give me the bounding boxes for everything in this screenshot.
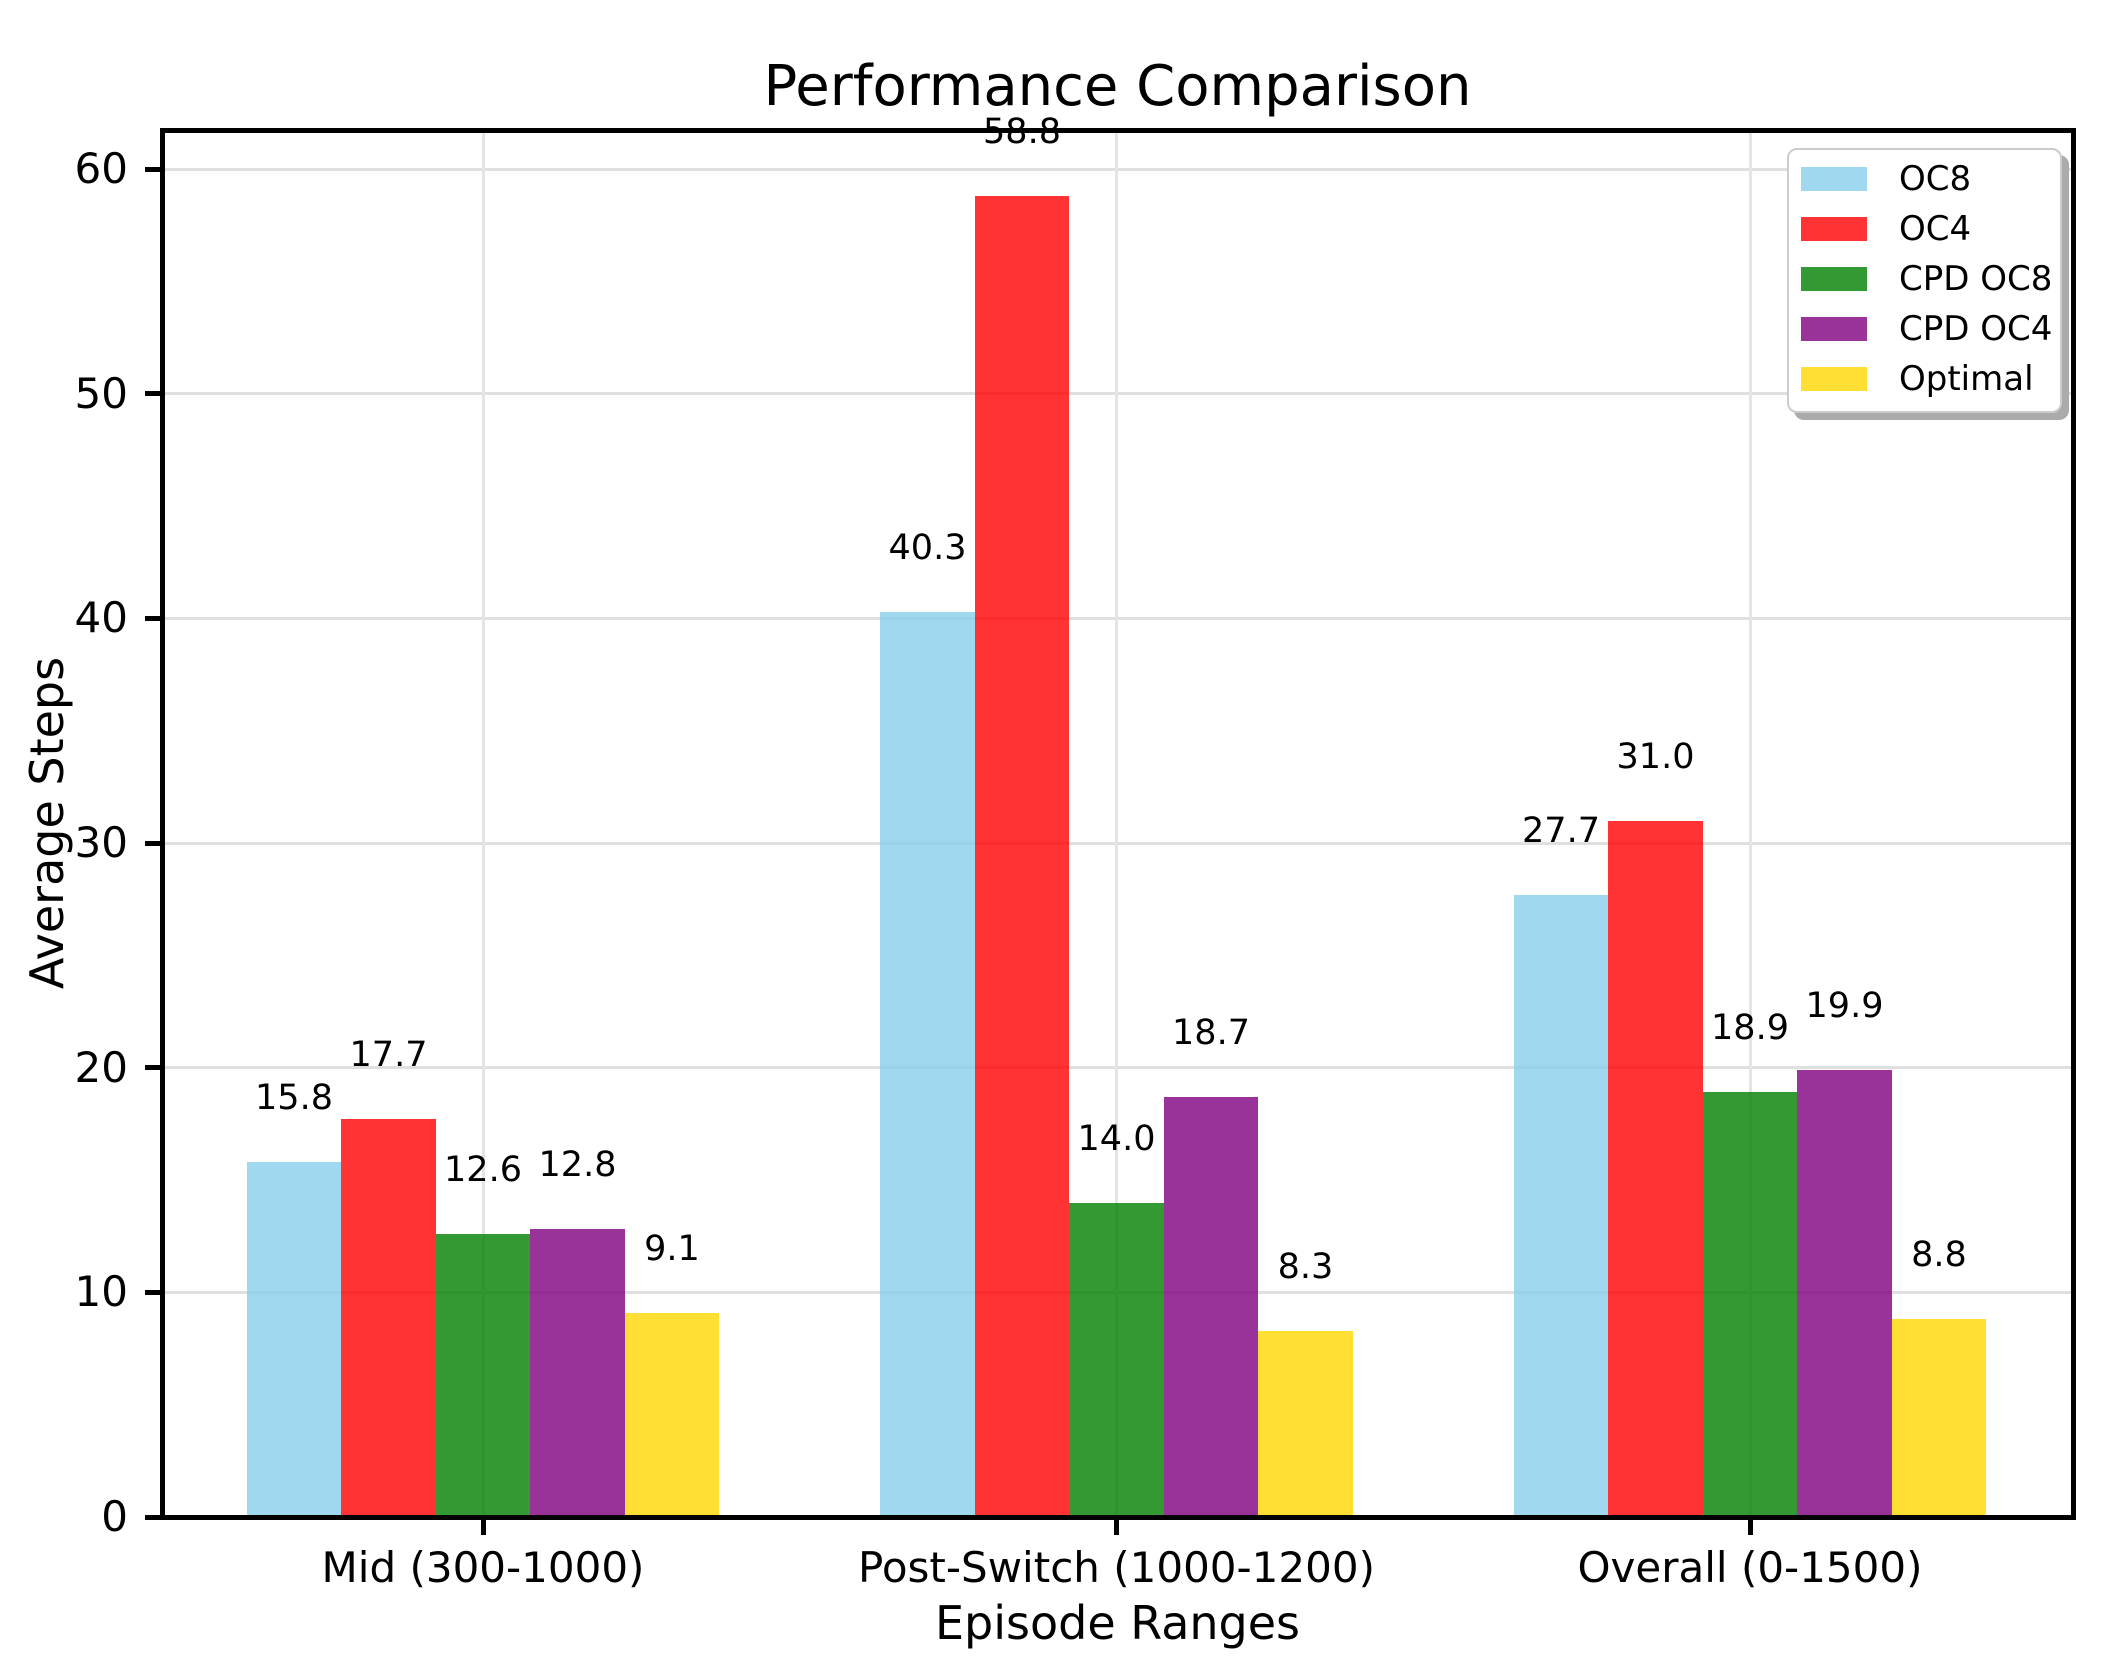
bar-value-label: 12.8 <box>538 1145 617 1186</box>
legend: OC8 OC4 CPD OC8 CPD OC4 Optimal <box>1787 148 2062 413</box>
legend-item-label: CPD OC4 <box>1899 309 2053 349</box>
y-tick-mark <box>144 166 160 172</box>
oc8-swatch-icon <box>1801 167 1867 191</box>
x-axis-label: Episode Ranges <box>934 1596 1301 1650</box>
bar-cpd-oc4-0 <box>530 1229 625 1517</box>
cpd-oc8-swatch-icon <box>1801 267 1867 291</box>
bar-cpd-oc4-1 <box>1163 1096 1259 1517</box>
bar-oc8-1 <box>880 611 975 1517</box>
bar-oc8-2 <box>1513 894 1609 1517</box>
legend-item-label: OC4 <box>1899 209 1972 249</box>
y-tick-label: 0 <box>101 1492 128 1541</box>
legend-item-label: CPD OC8 <box>1899 259 2053 299</box>
bar-value-label: 8.8 <box>1911 1235 1967 1276</box>
x-tick-mark <box>1114 1519 1119 1535</box>
optimal-swatch-icon <box>1801 367 1867 391</box>
bar-value-label: 19.9 <box>1805 985 1884 1026</box>
bars-layer <box>162 130 2073 1517</box>
bar-value-label: 18.7 <box>1172 1012 1250 1053</box>
bar-oc4-2 <box>1608 820 1703 1517</box>
chart-title: Performance Comparison <box>763 54 1472 119</box>
bar-value-label: 14.0 <box>1077 1118 1156 1159</box>
y-tick-mark <box>144 615 160 621</box>
bar-optimal-1 <box>1258 1330 1353 1517</box>
cpd-oc4-swatch-icon <box>1801 317 1867 341</box>
y-tick-mark <box>144 1514 160 1520</box>
plot-area: 15.8 40.3 27.7 17.7 58.8 31.0 12.6 14.0 18.9 12.8… <box>159 112 2076 1520</box>
y-tick-label: 30 <box>74 818 128 868</box>
bar-value-label: 18.9 <box>1711 1008 1789 1049</box>
bar-oc8-0 <box>246 1162 342 1517</box>
bar-value-label: 8.3 <box>1277 1246 1334 1287</box>
y-tick-mark <box>144 1289 160 1295</box>
bar-value-label: 27.7 <box>1522 810 1600 851</box>
gridline <box>481 130 485 1517</box>
gridline <box>1748 130 1752 1517</box>
bar-value-label: 12.6 <box>444 1149 522 1190</box>
x-tick-mark <box>480 1519 486 1535</box>
y-tick-mark <box>144 840 160 846</box>
bar-value-label: 9.1 <box>644 1228 700 1269</box>
legend-item-label: Optimal <box>1899 359 2034 399</box>
x-tick-mark <box>1747 1519 1753 1535</box>
bar-cpd-oc8-2 <box>1702 1092 1798 1517</box>
x-tick-label: Mid (300-1000) <box>321 1543 645 1592</box>
legend-item-cpd-oc4: CPD OC4 <box>1801 312 2052 346</box>
bar-cpd-oc4-2 <box>1797 1069 1892 1517</box>
legend-item-label: OC8 <box>1899 159 1972 199</box>
bar-labels-layer: 15.8 40.3 27.7 17.7 58.8 31.0 12.6 14.0 18.9 12.8… <box>162 112 2073 1517</box>
y-tick-label: 60 <box>74 144 128 194</box>
y-tick-label: 20 <box>74 1042 128 1092</box>
legend-item-cpd-oc8: CPD OC8 <box>1801 262 2052 296</box>
legend-item-optimal: Optimal <box>1801 362 2046 396</box>
bar-oc4-1 <box>974 196 1070 1517</box>
y-tick-label: 10 <box>74 1267 128 1317</box>
bar-cpd-oc8-0 <box>435 1233 531 1517</box>
y-tick-mark <box>144 391 160 397</box>
legend-item-oc4: OC4 <box>1801 212 2046 246</box>
bar-value-label: 15.8 <box>255 1078 333 1119</box>
y-tick-label: 50 <box>74 368 128 418</box>
gridline <box>1115 130 1118 1517</box>
bar-value-label: 58.8 <box>983 112 1061 153</box>
y-tick-mark <box>144 1065 160 1071</box>
bar-optimal-2 <box>1891 1319 1987 1517</box>
y-tick-label: 40 <box>74 593 128 643</box>
bar-cpd-oc8-1 <box>1069 1202 1164 1517</box>
x-tick-label: Post-Switch (1000-1200) <box>858 1543 1375 1592</box>
x-tick-label: Overall (0-1500) <box>1577 1543 1923 1592</box>
legend-item-oc8: OC8 <box>1801 162 2046 196</box>
bar-value-label: 17.7 <box>349 1035 428 1076</box>
bar-optimal-0 <box>624 1312 720 1517</box>
bar-oc4-0 <box>341 1119 436 1517</box>
bar-value-label: 31.0 <box>1616 736 1695 777</box>
bar-value-label: 40.3 <box>888 527 967 568</box>
oc4-swatch-icon <box>1801 217 1867 241</box>
